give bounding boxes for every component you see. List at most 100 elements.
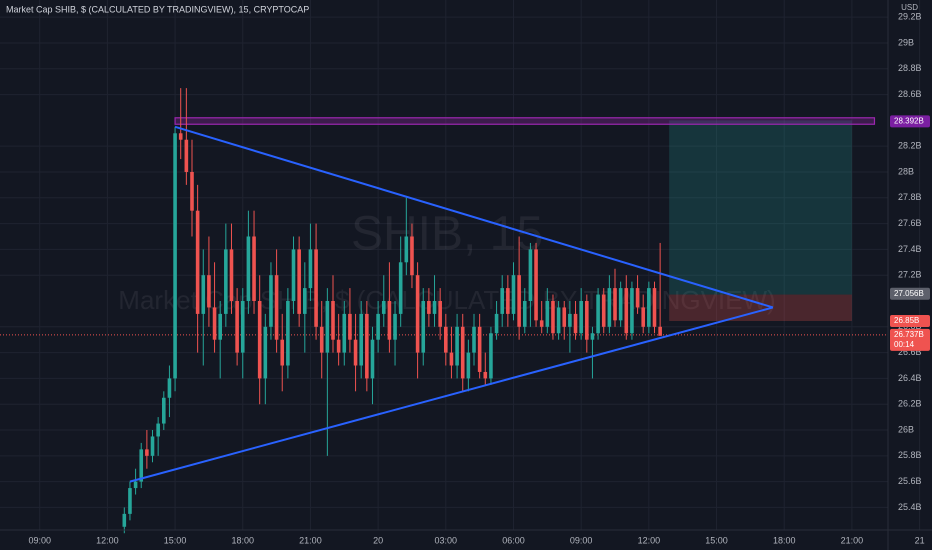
- candle-body: [342, 313, 347, 353]
- x-tick-label: 12:00: [638, 535, 661, 545]
- y-tick-label: 26.2B: [898, 399, 922, 409]
- price-label: 27.056B: [894, 289, 924, 298]
- candle-body: [274, 275, 279, 340]
- candle-body: [573, 313, 578, 334]
- x-tick-label: 20: [373, 535, 383, 545]
- chart-title: Market Cap SHIB, $ (CALCULATED BY TRADIN…: [6, 4, 309, 14]
- y-tick-label: 25.8B: [898, 450, 922, 460]
- currency: USD: [901, 3, 918, 12]
- x-tick-label: 03:00: [435, 535, 458, 545]
- y-tick-label: 28.6B: [898, 89, 922, 99]
- candle-body: [398, 262, 403, 314]
- y-tick-label: 27.6B: [898, 218, 922, 228]
- candle-body: [201, 275, 206, 314]
- candle-body: [308, 249, 313, 289]
- candle-body: [421, 300, 426, 353]
- y-tick-label: 29.2B: [898, 12, 922, 22]
- last-price-bg: [890, 328, 930, 351]
- candle-body: [252, 236, 256, 301]
- candle-body: [370, 339, 375, 379]
- candle-body: [212, 307, 217, 340]
- candle-body: [150, 436, 155, 456]
- y-tick-label: 28.2B: [898, 141, 922, 151]
- candle-body: [325, 300, 330, 353]
- candle-body: [438, 300, 442, 327]
- candle-body: [528, 249, 533, 301]
- candle-body: [658, 326, 662, 336]
- candle-body: [444, 326, 448, 353]
- candle-body: [235, 300, 239, 353]
- x-tick-label: 09:00: [570, 535, 593, 545]
- candle-body: [246, 236, 251, 301]
- candle-body: [579, 300, 583, 334]
- candle-body: [415, 275, 420, 353]
- candle-body: [128, 488, 132, 514]
- position-profit: [669, 120, 852, 295]
- y-tick-label: 28B: [898, 166, 914, 176]
- candle-body: [613, 288, 617, 321]
- candle-body: [489, 333, 493, 379]
- candle-body: [240, 300, 245, 353]
- x-tick-label: 15:00: [164, 535, 187, 545]
- candle-body: [229, 249, 234, 301]
- y-tick-label: 29B: [898, 37, 914, 47]
- price-label-bg: [890, 314, 930, 327]
- candle-body: [607, 288, 612, 327]
- candle-body: [376, 313, 380, 340]
- watermark-subtitle: Market Cap SHIB, $ (CALCULATED BY TRADIN…: [118, 285, 775, 315]
- candle-body: [381, 300, 386, 314]
- candle-body: [455, 326, 459, 366]
- candle-body: [427, 300, 431, 314]
- grid: [0, 0, 921, 530]
- y-tick-label: 27.4B: [898, 244, 922, 254]
- x-tick-label: 21:00: [299, 535, 322, 545]
- y-tick-label: 27.2B: [898, 270, 922, 280]
- y-tick-label: 26.6B: [898, 347, 922, 357]
- candle-body: [483, 371, 488, 379]
- candle-body: [630, 288, 634, 334]
- candle-body: [353, 339, 358, 366]
- candle-body: [359, 313, 364, 366]
- y-tick-label: 25.4B: [898, 502, 922, 512]
- watermark: SHIB, 15: [351, 208, 543, 261]
- candle-body: [590, 333, 595, 340]
- trendline: [129, 306, 774, 483]
- candle-body: [297, 249, 301, 314]
- candle-body: [500, 288, 505, 314]
- candle-body: [522, 300, 527, 327]
- candle-body: [133, 481, 138, 489]
- candle-body: [331, 300, 335, 340]
- trendline: [174, 125, 774, 309]
- candle-body: [167, 378, 172, 398]
- candle-body: [173, 133, 177, 379]
- candle-body: [218, 313, 222, 340]
- x-tick-label: 18:00: [231, 535, 254, 545]
- candle-body: [556, 307, 561, 334]
- zone: [174, 117, 876, 125]
- x-tick-label: 21:00: [841, 535, 864, 545]
- candle-body: [291, 249, 296, 301]
- candle-body: [618, 288, 623, 321]
- candle-body: [562, 307, 567, 327]
- x-tick-label: 09:00: [28, 535, 51, 545]
- position-loss: [669, 294, 852, 321]
- candle-body: [365, 313, 369, 379]
- y-tick-label: 28.8B: [898, 63, 922, 73]
- candle-body: [348, 313, 352, 340]
- x-tick-label: 12:00: [96, 535, 119, 545]
- candle-body: [178, 133, 183, 140]
- candle-body: [314, 249, 318, 327]
- y-tick-label: 27.8B: [898, 192, 922, 202]
- x-tick-label: 15:00: [705, 535, 728, 545]
- x-tick-label: 18:00: [773, 535, 796, 545]
- candle-body: [410, 236, 414, 276]
- candle-body: [145, 449, 149, 456]
- countdown: 00:14: [894, 340, 915, 349]
- candle-body: [647, 288, 651, 327]
- candle-body: [280, 339, 285, 366]
- candle-body: [156, 423, 160, 437]
- candle-body: [195, 210, 200, 314]
- candle-body: [641, 307, 646, 327]
- candle-body: [139, 449, 144, 482]
- candle-body: [393, 313, 397, 340]
